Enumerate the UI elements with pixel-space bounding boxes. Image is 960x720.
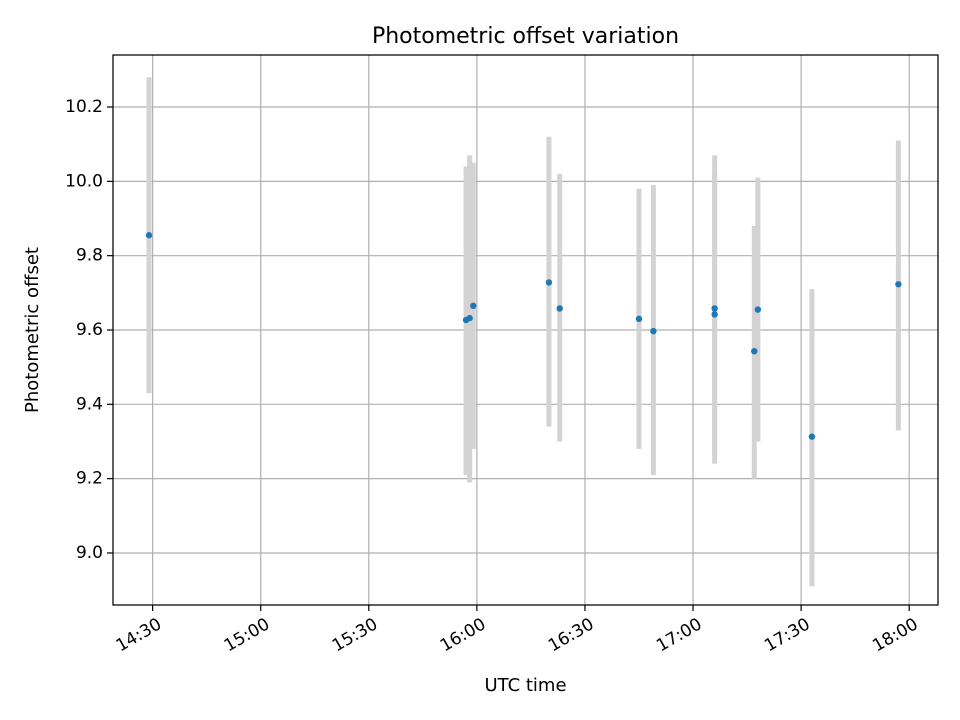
y-axis-label: Photometric offset [22,247,43,413]
x-tick-label: 17:00 [653,614,705,656]
data-point [466,314,473,322]
x-tick-label: 18:00 [869,614,921,656]
x-tick-label: 17:30 [761,614,813,656]
data-point [754,306,762,313]
y-tick-label: 9.2 [76,469,103,489]
y-tick-label: 9.6 [76,320,103,340]
data-points [145,232,902,440]
data-point [635,315,643,323]
data-point [711,305,718,312]
data-point [650,327,657,335]
data-point [545,279,553,286]
data-point [470,302,477,310]
y-tick-label: 10.0 [65,171,103,191]
y-tick-label: 9.8 [76,246,103,266]
data-point [751,347,758,355]
x-tick-label: 15:30 [329,614,381,656]
data-point [808,433,816,440]
error-bars [146,77,901,587]
x-tick-label: 14:30 [113,614,165,656]
x-axis-label: UTC time [484,675,566,696]
data-point [711,311,718,318]
y-tick-label: 9.0 [76,543,103,563]
y-tick-label: 9.4 [76,394,103,414]
data-point [895,281,902,288]
x-tick-label: 16:30 [545,614,597,656]
chart-title: Photometric offset variation [372,24,679,49]
data-point [145,232,153,239]
x-tick-label: 16:00 [437,614,489,656]
grid-layer [113,55,938,605]
y-tick-label: 10.2 [65,97,103,117]
data-point [556,305,563,312]
x-tick-label: 15:00 [221,614,273,656]
